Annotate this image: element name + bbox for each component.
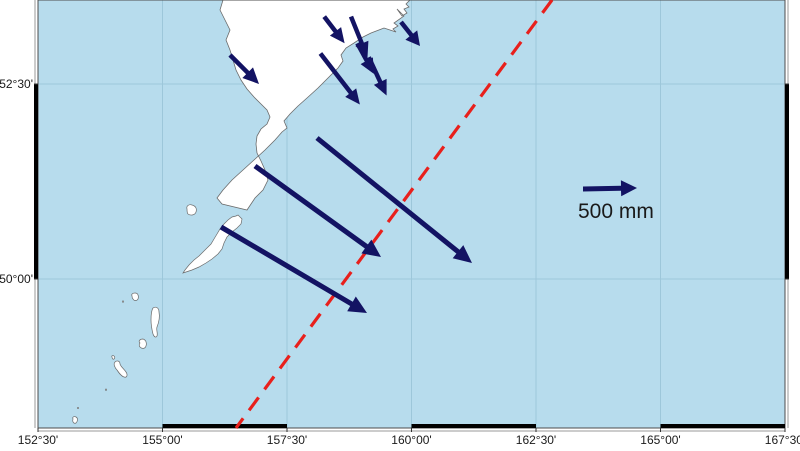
- svg-text:52°30': 52°30': [0, 77, 33, 91]
- svg-text:500 mm: 500 mm: [578, 200, 654, 223]
- svg-text:160°00': 160°00': [391, 433, 431, 447]
- svg-text:155°00': 155°00': [142, 433, 182, 447]
- svg-text:152°30': 152°30': [18, 433, 58, 447]
- svg-text:157°30': 157°30': [267, 433, 307, 447]
- svg-text:167°30': 167°30': [765, 433, 800, 447]
- svg-text:165°00': 165°00': [640, 433, 680, 447]
- svg-text:50°00': 50°00': [0, 272, 33, 286]
- svg-text:162°30': 162°30': [516, 433, 556, 447]
